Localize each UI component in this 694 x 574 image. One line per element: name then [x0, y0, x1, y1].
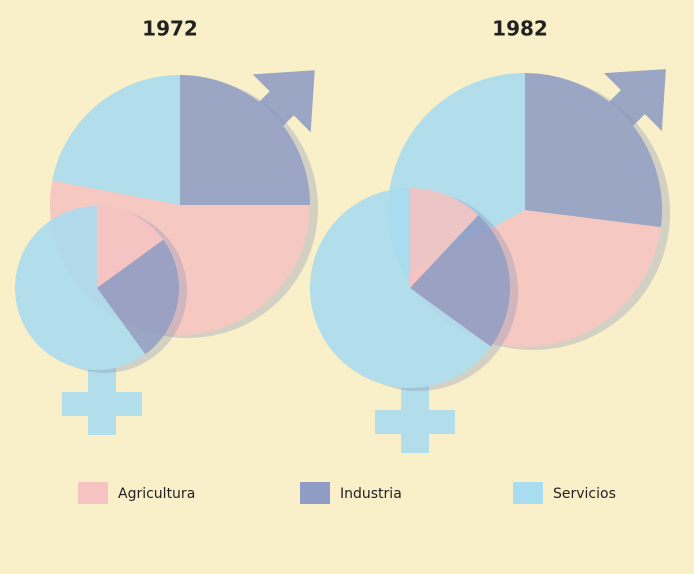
legend-swatch — [78, 482, 108, 504]
pie-slice — [410, 188, 479, 288]
panel-title: 1982 — [492, 17, 548, 41]
legend-label: Agricultura — [118, 486, 195, 502]
pie-slice — [14, 206, 146, 370]
pie-slice — [97, 239, 179, 355]
pie-slice — [97, 206, 164, 288]
legend-label: Industria — [340, 486, 402, 502]
pie-slice — [52, 75, 180, 205]
pie-slice — [310, 188, 491, 388]
pie-slice — [410, 215, 510, 347]
female-pie — [14, 206, 187, 435]
legend-swatch — [300, 482, 330, 504]
male-arrow-head — [252, 70, 315, 133]
pie-slice — [525, 73, 662, 228]
female-cross-bar — [375, 410, 455, 434]
female-pie — [310, 188, 518, 453]
male-arrow-head — [603, 69, 666, 132]
legend-swatch — [513, 482, 543, 504]
legend-label: Servicios — [553, 486, 616, 502]
female-cross-bar — [62, 392, 142, 416]
panel-title: 1972 — [142, 17, 198, 41]
panels: 1972 1982 — [14, 17, 670, 453]
pie-slice — [180, 75, 310, 205]
legend: Agricultura Industria Servicios — [78, 482, 616, 504]
panel: 1982 — [310, 17, 670, 453]
panel: 1972 — [14, 17, 318, 435]
